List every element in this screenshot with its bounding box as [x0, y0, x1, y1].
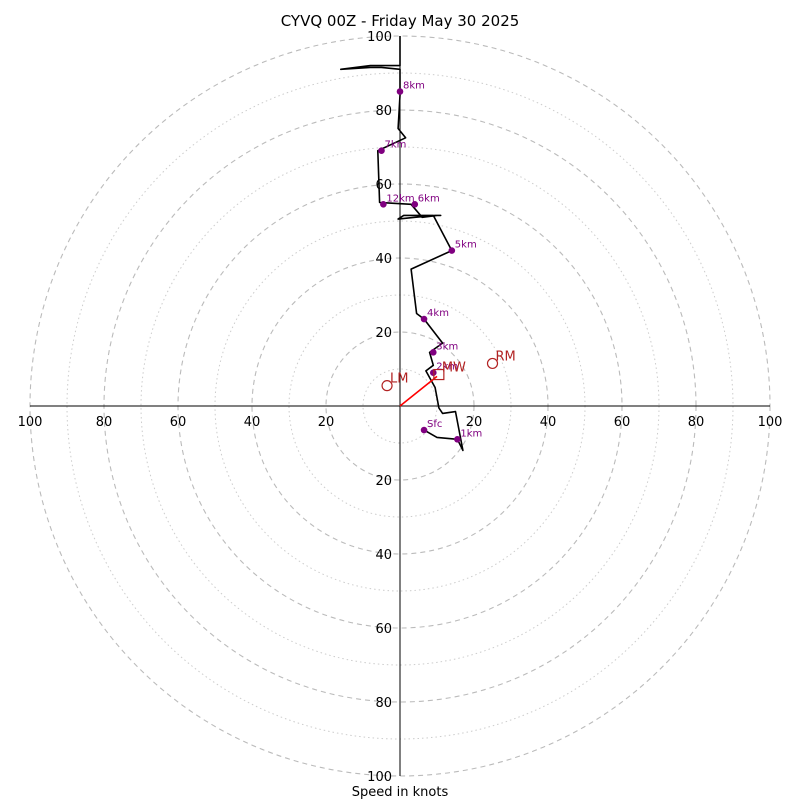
tick-label: 40 — [375, 548, 392, 563]
height-marker-label: 2km — [436, 362, 458, 373]
tick-label: 60 — [614, 415, 631, 430]
hodograph-line — [339, 36, 464, 452]
height-marker-label: 7km — [385, 140, 407, 151]
motion-marker — [433, 368, 445, 381]
motion-marker-label: MW — [442, 361, 466, 376]
height-marker-label: 8km — [403, 81, 425, 92]
mean-wind-vector — [399, 375, 438, 407]
tick-label: 60 — [375, 178, 392, 193]
tick-label: 60 — [375, 622, 392, 637]
tick-labels: 20 20 20 20 40 40 40 40 60 60 60 60 80 80 80 80 100 100 10… — [18, 30, 783, 785]
tick-label: 20 — [466, 415, 483, 430]
hodograph-series — [339, 36, 464, 452]
tick-label: 20 — [318, 415, 335, 430]
tick-label: 100 — [18, 415, 43, 430]
height-marker-label: Sfc — [427, 419, 442, 430]
tick-label: 80 — [96, 415, 113, 430]
height-marker — [454, 436, 461, 443]
tick-label: 80 — [688, 415, 705, 430]
tick-label: 40 — [540, 415, 557, 430]
tick-label: 80 — [375, 696, 392, 711]
motion-marker-label: RM — [496, 349, 516, 364]
height-marker-label: 6km — [418, 193, 440, 204]
storm-motion-markers: RM LM MW — [381, 349, 516, 392]
tick-label: 40 — [375, 252, 392, 267]
tick-label: 100 — [367, 770, 392, 785]
tick-label: 40 — [244, 415, 261, 430]
height-marker — [378, 147, 385, 154]
height-marker-label: 1km — [460, 428, 482, 439]
motion-marker-label: LM — [390, 372, 408, 387]
motion-marker — [486, 357, 499, 370]
height-marker — [380, 201, 387, 208]
tick-label: 20 — [375, 326, 392, 341]
height-marker — [430, 349, 437, 356]
height-markers: Sfc 1km 2km 3km 4km 5km 6km 12km 7km 8km — [378, 81, 482, 443]
motion-marker — [381, 380, 393, 392]
height-marker-label: 4km — [427, 308, 449, 319]
height-marker-label: 12km — [386, 193, 414, 204]
tick-label: 100 — [367, 30, 392, 45]
tick-label: 20 — [375, 474, 392, 489]
height-marker — [396, 88, 404, 95]
tick-label: 100 — [758, 415, 783, 430]
tick-label: 80 — [375, 104, 392, 119]
chart-title: CYVQ 00Z - Friday May 30 2025 — [281, 12, 520, 30]
tick-label: 60 — [170, 415, 187, 430]
height-marker-label: 3km — [436, 341, 458, 352]
height-marker — [420, 426, 428, 434]
height-marker-label: 5km — [455, 240, 477, 251]
height-marker — [420, 315, 428, 323]
x-axis-label: Speed in knots — [352, 785, 449, 800]
height-marker — [411, 201, 419, 208]
height-marker — [448, 247, 456, 254]
